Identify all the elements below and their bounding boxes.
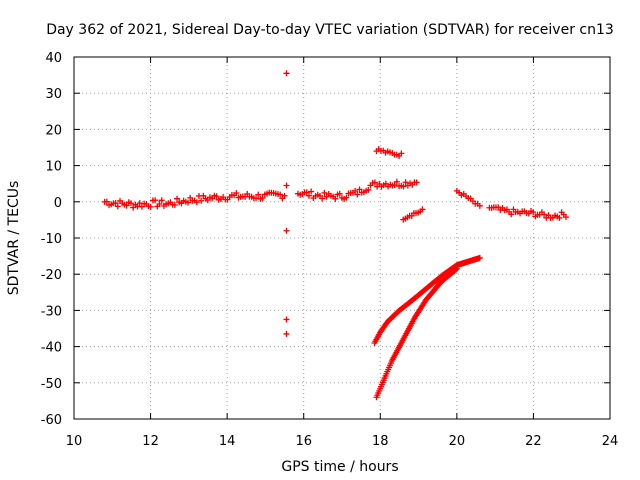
y-tick-label: 10 <box>45 160 62 175</box>
segment-morning-marker <box>171 202 178 209</box>
y-tick-label: -50 <box>41 377 62 392</box>
segment-afternoon-marker <box>319 195 326 202</box>
segment-morning-marker <box>233 190 240 197</box>
x-axis-label: GPS time / hours <box>281 459 398 475</box>
segment-morning-marker <box>103 198 110 205</box>
y-tick-label: -60 <box>41 413 62 428</box>
segment-morning-marker <box>259 195 266 202</box>
segment-evening-marker <box>476 202 483 209</box>
y-tick-label: 0 <box>54 196 62 211</box>
y-tick-label: -40 <box>41 341 62 356</box>
segment-morning-marker <box>255 191 262 198</box>
outliers-marker <box>283 316 290 323</box>
arc-upper-marker <box>476 254 483 261</box>
x-tick-label: 24 <box>602 434 619 449</box>
segment-afternoon-marker <box>365 186 372 193</box>
segment-morning-marker <box>123 202 130 209</box>
x-tick-label: 14 <box>219 434 236 449</box>
y-tick-label: 40 <box>45 51 62 66</box>
segment-afternoon-marker <box>303 189 310 196</box>
arc-lower-marker <box>453 265 460 272</box>
segment-morning-marker <box>253 195 260 202</box>
segment-late-marker <box>541 211 548 218</box>
segment-morning-marker <box>198 197 205 204</box>
data-points <box>101 70 569 401</box>
segment-late-marker <box>556 214 563 221</box>
outliers-marker <box>283 70 290 77</box>
y-tick-labels: 40 30 20 10 0 -10 -20 -30 -40 -50 -60 <box>41 51 62 428</box>
arc-lower-marker <box>452 266 459 273</box>
segment-afternoon-marker <box>332 195 339 202</box>
segment-late-marker <box>508 211 515 218</box>
x-tick-label: 16 <box>295 434 312 449</box>
segment-morning-marker <box>152 197 159 204</box>
x-tick-label: 22 <box>525 434 542 449</box>
segment-high-marker <box>398 150 405 157</box>
segment-morning-marker <box>147 203 154 210</box>
segment-dip-marker <box>419 206 426 213</box>
x-tick-label: 20 <box>449 434 466 449</box>
segment-morning-marker <box>158 197 165 204</box>
outliers-marker <box>283 182 290 189</box>
segment-afternoon-marker <box>402 179 409 186</box>
y-tick-label: 20 <box>45 123 62 138</box>
segment-afternoon-marker <box>321 189 328 196</box>
outliers-marker <box>283 330 290 337</box>
segment-morning-marker <box>156 201 163 208</box>
segment-late-marker <box>562 214 569 221</box>
segment-afternoon-marker <box>393 178 400 185</box>
segment-morning-marker <box>138 203 145 210</box>
x-tick-label: 18 <box>372 434 389 449</box>
segment-morning-marker <box>193 199 200 206</box>
segment-afternoon-marker <box>400 183 407 190</box>
y-axis-label: SDTVAR / TECUs <box>6 181 22 296</box>
axis-ticks <box>73 56 611 420</box>
segment-morning-marker <box>213 193 220 200</box>
segment-morning-marker <box>112 200 119 207</box>
grid-lines <box>74 57 610 419</box>
segment-morning-marker <box>174 195 181 202</box>
segment-afternoon-marker <box>413 179 420 186</box>
segment-afternoon-marker <box>305 192 312 199</box>
segment-morning-marker <box>127 200 134 207</box>
segment-morning-marker <box>281 192 288 199</box>
y-tick-label: 30 <box>45 87 62 102</box>
segment-afternoon-marker <box>343 194 350 201</box>
chart-title: Day 362 of 2021, Sidereal Day-to-day VTE… <box>46 22 614 38</box>
segment-afternoon-marker <box>354 191 361 198</box>
segment-morning-marker <box>114 203 121 210</box>
segment-late-marker <box>530 209 537 216</box>
x-tick-label: 10 <box>66 434 83 449</box>
segment-morning-marker <box>277 191 284 198</box>
x-tick-labels: 10 12 14 16 18 20 22 24 <box>66 434 619 449</box>
y-tick-label: -20 <box>41 268 62 283</box>
segment-afternoon-marker <box>352 187 359 194</box>
y-tick-label: -10 <box>41 232 62 247</box>
segment-afternoon-marker <box>308 188 315 195</box>
x-tick-label: 12 <box>142 434 159 449</box>
segment-afternoon-marker <box>336 190 343 197</box>
outliers-marker <box>283 227 290 234</box>
segment-afternoon-marker <box>356 186 363 193</box>
segment-afternoon-marker <box>371 179 378 186</box>
y-tick-label: -30 <box>41 304 62 319</box>
segment-afternoon-marker <box>391 182 398 189</box>
segment-morning-marker <box>185 199 192 206</box>
